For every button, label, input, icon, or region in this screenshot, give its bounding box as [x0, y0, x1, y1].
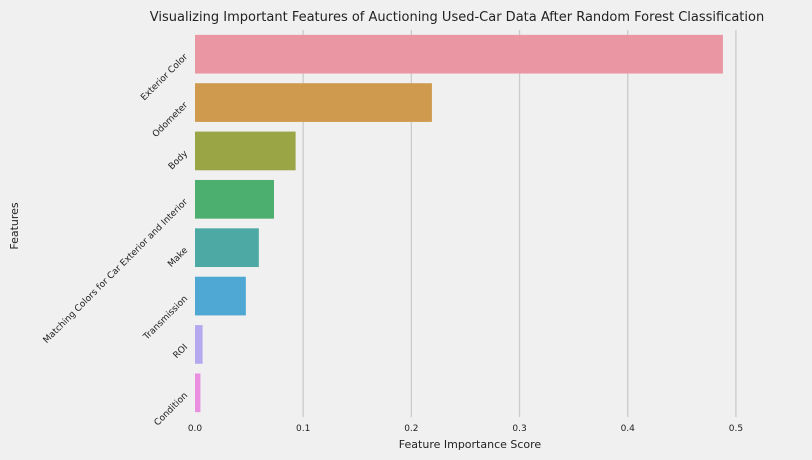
bar-make: [195, 228, 259, 268]
x-axis-label: Feature Importance Score: [399, 438, 542, 451]
x-tick-label: 0.1: [296, 424, 310, 434]
bar-roi: [195, 325, 203, 364]
bar-odometer: [195, 83, 432, 122]
x-tick-label: 0.3: [512, 424, 526, 434]
chart-title: Visualizing Important Features of Auctio…: [150, 10, 764, 25]
x-tick-labels: 0.0 0.1 0.2 0.3 0.4 0.5: [188, 424, 743, 434]
bar-exterior-color: [195, 34, 723, 74]
bar-body: [195, 131, 296, 171]
x-tick-label: 0.4: [621, 424, 636, 434]
bar-transmission: [195, 276, 246, 316]
bar-matching-colors-for-car-exterior-and-interior: [195, 179, 274, 219]
y-axis-label: Features: [8, 202, 21, 250]
bars: [195, 34, 723, 413]
x-tick-label: 0.5: [729, 424, 743, 434]
x-tick-label: 0.0: [188, 424, 203, 434]
bar-condition: [195, 373, 201, 413]
x-tick-label: 0.2: [404, 424, 418, 434]
